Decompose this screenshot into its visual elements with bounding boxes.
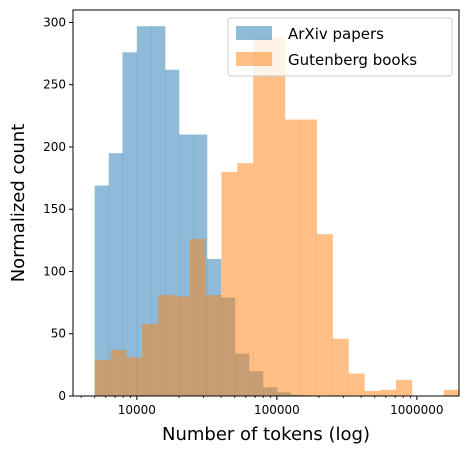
x-tick-label: 10000	[118, 403, 156, 417]
histogram-bar-gutenberg	[237, 163, 254, 396]
histogram-bar-gutenberg	[396, 379, 413, 396]
x-axis-label: Number of tokens (log)	[162, 424, 370, 445]
legend-swatch-arxiv	[236, 26, 272, 40]
y-axis-ticks: 0 50 100 150 200 250 300	[43, 15, 73, 403]
histogram-bar-gutenberg	[94, 359, 111, 396]
legend-label-arxiv: ArXiv papers	[288, 25, 384, 43]
y-tick-label: 100	[43, 264, 66, 278]
legend-label-gutenberg: Gutenberg books	[288, 51, 417, 69]
histogram-bar-gutenberg	[205, 295, 222, 396]
histogram-bar-gutenberg	[110, 349, 127, 396]
histogram-bar-gutenberg	[253, 37, 270, 396]
histogram-bar-arxiv	[136, 26, 152, 396]
y-tick-label: 0	[58, 389, 66, 403]
histogram-bar-gutenberg	[443, 389, 460, 396]
y-tick-label: 150	[43, 202, 66, 216]
x-axis-ticks: 10000 100000 1000000	[80, 396, 444, 417]
histogram-bar-gutenberg	[142, 323, 159, 396]
y-axis-label: Normalized count	[8, 124, 29, 283]
x-tick-label: 1000000	[390, 403, 443, 417]
legend: ArXiv papers Gutenberg books	[227, 17, 453, 77]
x-tick-label: 100000	[254, 403, 300, 417]
histogram-bar-arxiv	[108, 153, 123, 396]
histogram-bar-gutenberg	[189, 239, 206, 396]
histogram-bar-gutenberg	[221, 171, 238, 396]
histogram-bar-gutenberg	[300, 119, 317, 397]
histogram-bar-gutenberg	[158, 295, 175, 396]
histogram-bar-gutenberg	[126, 357, 143, 396]
histogram-bar-gutenberg	[348, 373, 365, 396]
histogram-bar-arxiv	[94, 185, 110, 396]
histogram-bar-gutenberg	[332, 338, 349, 396]
histogram-bar-gutenberg	[269, 37, 286, 396]
histogram-bar-gutenberg	[380, 389, 397, 396]
plot-frame	[72, 9, 460, 397]
histogram-bar-gutenberg	[173, 296, 191, 396]
legend-swatch-gutenberg	[236, 52, 272, 66]
y-tick-label: 200	[43, 140, 66, 154]
legend-box	[227, 17, 453, 77]
y-tick-label: 50	[51, 327, 66, 341]
y-tick-label: 300	[43, 15, 66, 29]
y-tick-label: 250	[43, 78, 66, 92]
bars-layer	[94, 26, 460, 397]
histogram-bar-gutenberg	[364, 391, 381, 396]
histogram-bar-gutenberg	[284, 119, 302, 397]
histogram-bar-gutenberg	[316, 234, 333, 396]
histogram-bar-arxiv	[122, 52, 138, 397]
